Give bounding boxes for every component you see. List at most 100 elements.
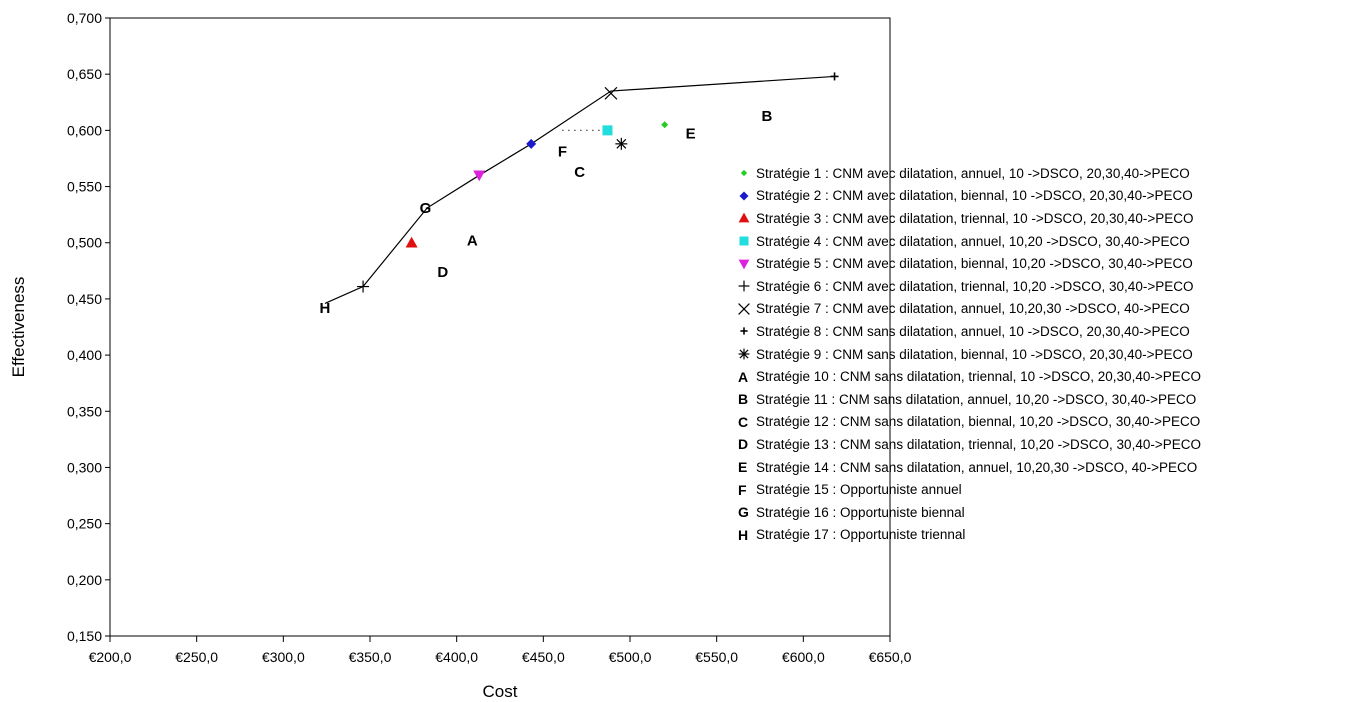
y-axis: 0,150 0,200 0,250 0,300 0,350 0,400 0,450 0,500… [67, 10, 110, 644]
legend-symbol [736, 323, 756, 339]
legend-item-strategie-1: Stratégie 1 : CNM avec dilatation, annue… [736, 162, 1201, 185]
legend-letter: B [738, 391, 749, 408]
svg-text:E: E [686, 126, 696, 143]
y-tick-label: 0,300 [67, 459, 102, 475]
point-strategie-10: A [467, 232, 478, 249]
legend-symbol [736, 346, 756, 362]
legend-item-strategie-7: Stratégie 7 : CNM avec dilatation, annue… [736, 298, 1201, 321]
legend-label: Stratégie 4 : CNM avec dilatation, annue… [756, 233, 1190, 249]
legend-symbol: F [736, 482, 756, 498]
legend-symbol: E [736, 459, 756, 475]
legend-letter: G [738, 504, 749, 521]
legend-label: Stratégie 3 : CNM avec dilatation, trien… [756, 210, 1194, 226]
legend-label: Stratégie 2 : CNM avec dilatation, bienn… [756, 188, 1193, 204]
svg-text:A: A [467, 232, 478, 249]
x-tick-label: €450,0 [522, 649, 565, 665]
point-strategie-6 [357, 280, 370, 293]
x-axis: €200,0 €250,0 €300,0 €350,0 €400,0 €450,0 €500… [89, 636, 912, 665]
y-tick-label: 0,550 [67, 179, 102, 195]
point-strategie-11: B [762, 108, 773, 125]
legend-label: Stratégie 7 : CNM avec dilatation, annue… [756, 301, 1190, 317]
legend-item-strategie-10: A Stratégie 10 : CNM sans dilatation, tri… [736, 365, 1201, 388]
x-tick-label: €350,0 [349, 649, 392, 665]
legend-symbol: A [736, 369, 756, 385]
point-strategie-17: H [320, 300, 331, 317]
legend-label: Stratégie 16 : Opportuniste biennal [756, 504, 965, 520]
legend-item-strategie-15: F Stratégie 15 : Opportuniste annuel [736, 478, 1201, 501]
legend-symbol [736, 210, 756, 226]
y-tick-label: 0,600 [67, 122, 102, 138]
y-tick-label: 0,150 [67, 628, 102, 644]
legend-symbol [736, 165, 756, 181]
legend-symbol: H [736, 527, 756, 543]
legend-symbol: D [736, 436, 756, 452]
legend-item-strategie-5: Stratégie 5 : CNM avec dilatation, bienn… [736, 252, 1201, 275]
legend-letter: F [738, 481, 747, 498]
legend-label: Stratégie 6 : CNM avec dilatation, trien… [756, 278, 1194, 294]
legend-item-strategie-8: Stratégie 8 : CNM sans dilatation, annue… [736, 320, 1201, 343]
point-strategie-9 [615, 137, 628, 150]
legend-symbol [736, 278, 756, 294]
y-tick-label: 0,200 [67, 572, 102, 588]
point-strategie-7 [604, 86, 618, 100]
y-tick-label: 0,450 [67, 291, 102, 307]
legend-item-strategie-11: B Stratégie 11 : CNM sans dilatation, ann… [736, 388, 1201, 411]
legend-item-strategie-12: C Stratégie 12 : CNM sans dilatation, bie… [736, 411, 1201, 434]
plot-area [109, 17, 891, 637]
legend-label: Stratégie 10 : CNM sans dilatation, trie… [756, 369, 1201, 385]
legend-label: Stratégie 1 : CNM avec dilatation, annue… [756, 165, 1190, 181]
legend-label: Stratégie 15 : Opportuniste annuel [756, 482, 962, 498]
svg-text:H: H [320, 300, 331, 317]
legend-item-strategie-17: H Stratégie 17 : Opportuniste triennal [736, 524, 1201, 547]
y-tick-label: 0,400 [67, 347, 102, 363]
svg-text:F: F [558, 144, 567, 161]
legend-label: Stratégie 9 : CNM sans dilatation, bienn… [756, 346, 1193, 362]
x-tick-label: €250,0 [175, 649, 218, 665]
point-strategie-4 [602, 125, 613, 136]
legend-symbol [736, 301, 756, 317]
legend-symbol: G [736, 504, 756, 520]
point-strategie-1 [661, 121, 669, 129]
data-points: A B C D E F G H [320, 72, 839, 317]
legend-letter: H [738, 526, 749, 543]
legend-label: Stratégie 12 : CNM sans dilatation, bien… [756, 414, 1201, 430]
legend-item-strategie-14: E Stratégie 14 : CNM sans dilatation, ann… [736, 456, 1201, 479]
legend-item-strategie-9: Stratégie 9 : CNM sans dilatation, bienn… [736, 343, 1201, 366]
legend-label: Stratégie 5 : CNM avec dilatation, bienn… [756, 256, 1193, 272]
svg-text:C: C [574, 164, 585, 181]
legend-label: Stratégie 14 : CNM sans dilatation, annu… [756, 459, 1198, 475]
x-axis-label: Cost [483, 682, 518, 701]
legend: Stratégie 1 : CNM avec dilatation, annue… [736, 162, 1201, 546]
legend-letter: A [738, 368, 749, 385]
legend-label: Stratégie 8 : CNM sans dilatation, annue… [756, 323, 1190, 339]
legend-symbol [736, 233, 756, 249]
point-strategie-14: E [686, 126, 696, 143]
legend-letter: D [738, 436, 749, 453]
point-strategie-13: D [437, 264, 448, 281]
legend-symbol: B [736, 391, 756, 407]
legend-item-strategie-6: Stratégie 6 : CNM avec dilatation, trien… [736, 275, 1201, 298]
y-tick-label: 0,350 [67, 403, 102, 419]
point-strategie-16: G [420, 200, 432, 217]
legend-symbol: C [736, 414, 756, 430]
x-tick-label: €500,0 [609, 649, 652, 665]
legend-label: Stratégie 13 : CNM sans dilatation, trie… [756, 436, 1201, 452]
point-strategie-5 [473, 170, 486, 182]
y-tick-label: 0,650 [67, 66, 102, 82]
point-strategie-12: C [574, 164, 585, 181]
legend-item-strategie-3: Stratégie 3 : CNM avec dilatation, trien… [736, 207, 1201, 230]
point-strategie-2 [526, 138, 537, 149]
legend-symbol [736, 256, 756, 272]
legend-item-strategie-4: Stratégie 4 : CNM avec dilatation, annue… [736, 230, 1201, 253]
x-tick-label: €200,0 [89, 649, 132, 665]
x-tick-label: €600,0 [782, 649, 825, 665]
point-strategie-15: F [558, 144, 567, 161]
svg-text:G: G [420, 200, 432, 217]
x-tick-label: €400,0 [435, 649, 478, 665]
svg-text:B: B [762, 108, 773, 125]
legend-label: Stratégie 17 : Opportuniste triennal [756, 527, 966, 543]
legend-item-strategie-16: G Stratégie 16 : Opportuniste biennal [736, 501, 1201, 524]
point-strategie-3 [405, 236, 418, 248]
legend-item-strategie-2: Stratégie 2 : CNM avec dilatation, bienn… [736, 185, 1201, 208]
